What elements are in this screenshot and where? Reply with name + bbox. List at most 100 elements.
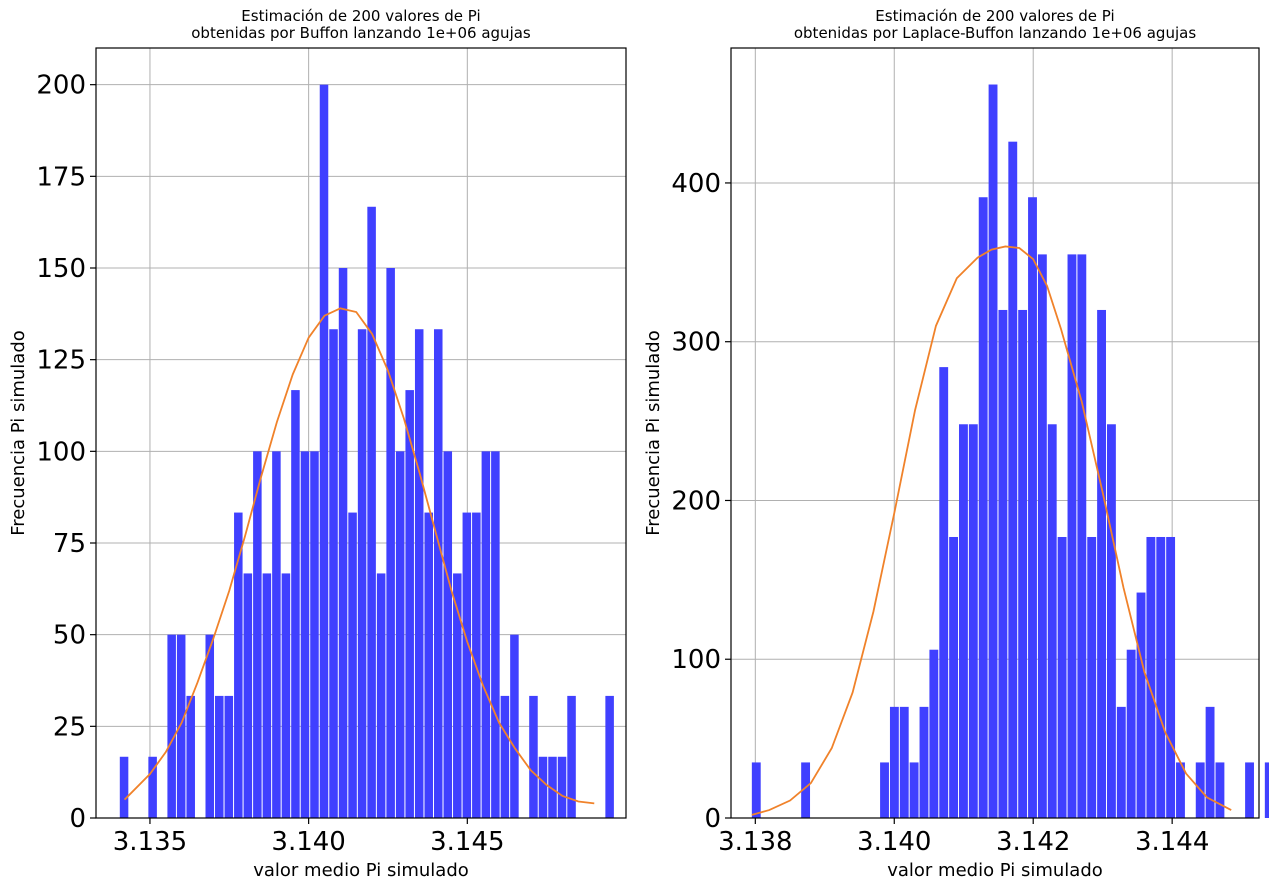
histogram-bar xyxy=(433,329,443,818)
histogram-bar xyxy=(978,197,988,818)
x-tick-label: 3.140 xyxy=(857,827,931,857)
histogram-bar xyxy=(310,451,319,818)
histogram-bar xyxy=(1205,706,1215,818)
histogram-bar xyxy=(386,268,395,818)
histogram-bar xyxy=(949,536,959,818)
chart-title-line2: obtenidas por Buffon lanzando 1e+06 aguj… xyxy=(191,24,531,42)
y-tick-label: 100 xyxy=(671,645,721,675)
normal-fit-curve xyxy=(751,245,1232,816)
histogram-bar xyxy=(1245,762,1254,818)
histogram-bar xyxy=(919,706,929,818)
histogram-bar xyxy=(453,573,462,818)
histogram-bar xyxy=(243,573,253,818)
y-tick-label: 50 xyxy=(53,621,86,651)
histogram-bar xyxy=(1037,254,1047,819)
histogram-bar xyxy=(253,451,262,818)
histogram-bar xyxy=(529,695,538,818)
y-tick-label: 200 xyxy=(36,71,86,101)
histogram-bar xyxy=(1126,649,1136,818)
histogram-bar xyxy=(899,706,909,818)
y-tick-label: 300 xyxy=(671,328,721,358)
y-tick-label: 100 xyxy=(36,437,86,467)
histogram-bar xyxy=(205,634,215,818)
histogram-bar xyxy=(215,695,224,818)
histogram-bar xyxy=(1047,424,1057,818)
chart-laplace-buffon: 3.138 3.140 3.142 3.144 0 100 200 300 400 Estima… xyxy=(643,7,1269,881)
histogram-bar xyxy=(889,706,899,818)
histogram-bar xyxy=(988,84,998,819)
histogram-bar xyxy=(481,451,491,818)
histogram-bar xyxy=(148,756,157,818)
chart-title-line1: Estimación de 200 valores de Pi xyxy=(241,7,480,25)
histogram-bar xyxy=(500,695,510,818)
normal-fit-curve xyxy=(123,307,595,805)
histogram-bar xyxy=(939,367,949,818)
histogram-bar xyxy=(1156,536,1166,818)
histogram-bar xyxy=(751,762,761,818)
histogram-bar xyxy=(929,649,939,818)
chart-buffon: 3.135 3.140 3.145 0 25 50 75 100 125 150 175 200 Es… xyxy=(8,7,627,881)
histogram-bar xyxy=(880,762,889,818)
histogram-bar xyxy=(281,573,291,818)
histogram-bar xyxy=(567,695,576,818)
histogram-bar xyxy=(1097,309,1106,818)
histogram-bar xyxy=(1176,762,1185,818)
histogram-bar xyxy=(801,762,811,818)
histogram-bar xyxy=(443,451,453,818)
histogram-bar xyxy=(1264,762,1269,818)
x-tick-label: 3.145 xyxy=(430,827,504,857)
x-tick-label: 3.140 xyxy=(271,827,345,857)
histogram-bar xyxy=(538,756,548,818)
histogram-bar xyxy=(291,390,300,818)
histogram-bar xyxy=(186,695,195,818)
histogram-bar xyxy=(909,762,919,818)
chart-title-line1: Estimación de 200 valores de Pi xyxy=(875,7,1114,25)
histogram-bar xyxy=(1166,536,1176,818)
x-tick-label: 3.144 xyxy=(1135,827,1209,857)
x-tick-label: 3.142 xyxy=(996,827,1070,857)
histogram-bar xyxy=(1136,592,1146,818)
histogram-bar xyxy=(1087,536,1097,818)
histogram-bar xyxy=(557,756,567,818)
plot-frame xyxy=(95,47,627,819)
histogram-bar xyxy=(959,424,968,818)
y-tick-label: 0 xyxy=(704,804,721,834)
histogram-bar xyxy=(1057,536,1067,818)
histogram-bar xyxy=(262,573,272,818)
chart-title-line2: obtenidas por Laplace-Buffon lanzando 1e… xyxy=(794,24,1196,42)
x-axis-label: valor medio Pi simulado xyxy=(887,860,1103,881)
y-tick-label: 175 xyxy=(36,162,86,192)
histogram-bar xyxy=(300,451,310,818)
y-axis-label: Frecuencia Pi simulado xyxy=(643,330,664,536)
y-tick-label: 25 xyxy=(53,712,86,742)
histogram-bar xyxy=(968,424,978,818)
histogram-bar xyxy=(395,451,405,818)
histogram-bar xyxy=(167,634,176,818)
histogram-bar xyxy=(348,512,357,818)
histogram-bar xyxy=(357,329,367,818)
histogram-bar xyxy=(548,756,557,818)
y-tick-label: 400 xyxy=(671,169,721,199)
histogram-bar xyxy=(376,573,386,818)
histogram-bar xyxy=(405,390,414,818)
histogram-bar xyxy=(510,634,519,818)
histogram-bar xyxy=(367,206,376,818)
histogram-bar xyxy=(424,512,433,818)
histogram-bar xyxy=(605,695,614,818)
y-tick-label: 200 xyxy=(671,486,721,516)
histogram-bar xyxy=(272,451,281,818)
y-tick-label: 125 xyxy=(36,346,86,376)
x-axis-label: valor medio Pi simulado xyxy=(253,860,469,881)
plot-frame xyxy=(730,47,1260,819)
histogram-bar xyxy=(119,756,129,818)
histogram-bar xyxy=(234,512,243,818)
histogram-bar xyxy=(998,309,1008,818)
histogram-bar xyxy=(1028,197,1037,818)
histogram-bar xyxy=(338,268,348,818)
y-tick-label: 150 xyxy=(36,254,86,284)
y-tick-label: 75 xyxy=(53,529,86,559)
histogram-bar xyxy=(414,329,424,818)
y-tick-label: 0 xyxy=(69,804,86,834)
histogram-bar xyxy=(176,634,186,818)
